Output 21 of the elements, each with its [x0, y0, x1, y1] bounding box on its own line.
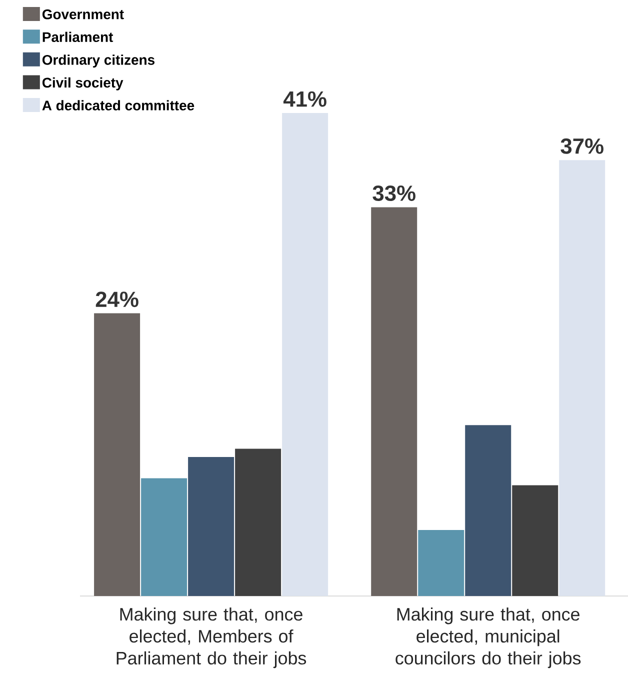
data-label: 37%	[560, 138, 604, 154]
bar	[141, 478, 188, 596]
bar	[418, 530, 464, 596]
bar	[465, 425, 512, 596]
legend-label: Parliament	[42, 32, 114, 42]
bar	[94, 313, 140, 596]
x-tick-label: Making sure that, once elected, Members of Parliament do their jobs	[116, 608, 306, 668]
bar	[188, 456, 234, 596]
bar	[559, 160, 606, 596]
bar	[235, 448, 282, 596]
legend-label: Civil society	[42, 77, 124, 90]
data-label: 33%	[372, 185, 416, 202]
legend-label: A dedicated committee	[42, 100, 194, 110]
x-tick-label: Making sure that, once elected, municipal councilors do their jobs	[396, 608, 581, 668]
legend-label: Government	[42, 9, 124, 20]
bar	[371, 207, 418, 596]
legend-label: Ordinary citizens	[42, 54, 154, 68]
data-label: 41%	[283, 91, 326, 107]
data-label: 24%	[96, 292, 138, 308]
bar	[512, 485, 558, 596]
bar	[282, 112, 328, 596]
